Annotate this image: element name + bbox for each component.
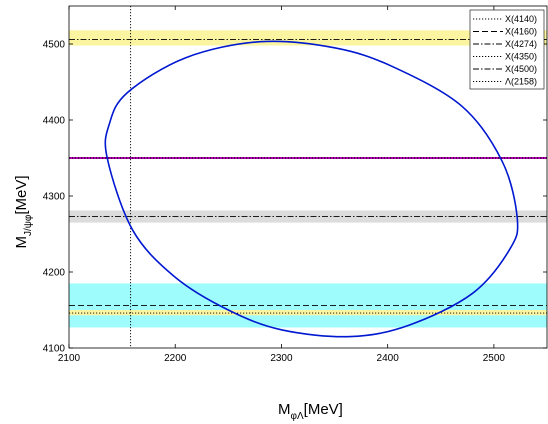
legend-box xyxy=(469,9,545,90)
resonance-lines xyxy=(69,6,547,348)
x-tick-label: 2100 xyxy=(58,353,81,364)
legend-label-5: Λ(2158) xyxy=(505,77,537,87)
band-3 xyxy=(69,310,547,316)
svg-text:MJ/ψφ[MeV]: MJ/ψφ[MeV] xyxy=(13,175,34,248)
y-tick-label: 4500 xyxy=(43,40,66,51)
legend: X(4140) X(4160) X(4274) X(4350) X(4500) Λ(215… xyxy=(469,9,545,90)
x-axis-label-unit: [MeV] xyxy=(304,401,343,418)
legend-label-2: X(4274) xyxy=(505,39,537,49)
y-axis-label-sub: J/ψφ xyxy=(23,214,34,236)
y-axis-label: MJ/ψφ[MeV] xyxy=(13,175,34,248)
legend-label-3: X(4350) xyxy=(505,52,537,62)
x-tick-label: 2200 xyxy=(164,353,187,364)
x-tick-label: 2500 xyxy=(483,353,506,364)
y-tick-label: 4200 xyxy=(43,268,66,279)
legend-label-1: X(4160) xyxy=(505,27,537,37)
x-axis-label-main: M xyxy=(278,401,291,418)
plot-area xyxy=(68,5,548,349)
y-tick-label: 4300 xyxy=(43,192,66,203)
x-axis-label-sub: φΛ xyxy=(291,411,304,422)
legend-label-0: X(4140) xyxy=(505,14,537,24)
plot-frame xyxy=(68,5,548,349)
y-axis-label-unit: [MeV] xyxy=(13,175,30,214)
y-tick-label: 4400 xyxy=(43,116,66,127)
y-axis-label-main: M xyxy=(13,236,30,249)
legend-label-4: X(4500) xyxy=(505,64,537,74)
band-2 xyxy=(69,30,547,46)
svg-text:MφΛ[MeV]: MφΛ[MeV] xyxy=(278,401,343,422)
x-axis-label: MφΛ[MeV] xyxy=(278,401,343,422)
x-tick-label: 2400 xyxy=(377,353,400,364)
x-tick-label: 2300 xyxy=(270,353,293,364)
allowed-region-ellipse xyxy=(104,40,519,338)
y-tick-label: 4100 xyxy=(43,344,66,355)
axis-ticks: 2100 2200 2300 2400 2500 4100 4200 4300 4400 4500 xyxy=(43,6,547,364)
